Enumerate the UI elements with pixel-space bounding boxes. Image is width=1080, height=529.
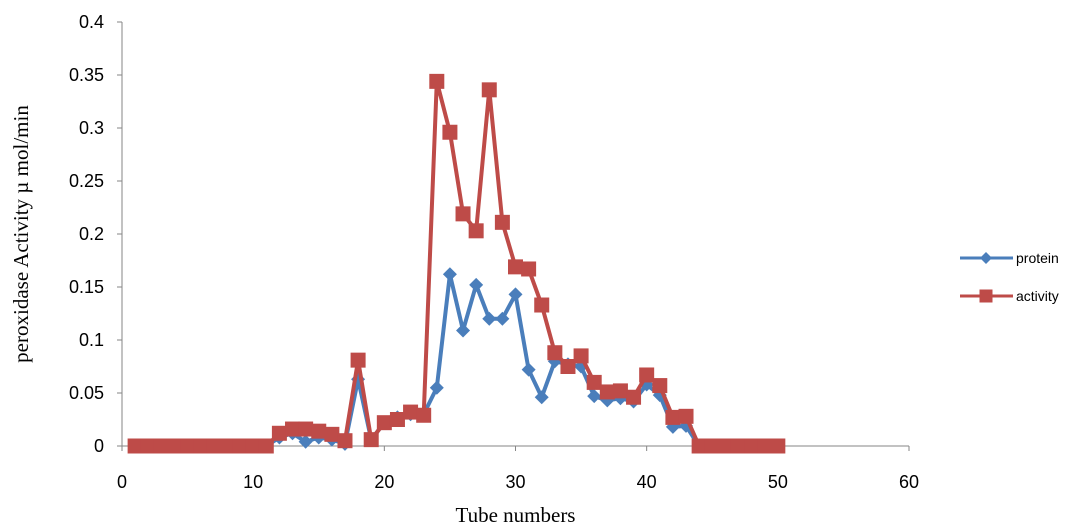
legend-marker-activity (979, 289, 993, 303)
activity-point (665, 409, 681, 425)
activity-point (599, 384, 615, 400)
protein-point (456, 323, 471, 338)
activity-point (324, 426, 340, 442)
activity-point (573, 348, 589, 364)
x-tick-label: 10 (243, 472, 263, 492)
activity-point (508, 259, 523, 275)
activity-point (271, 425, 287, 441)
y-tick-label: 0.2 (79, 224, 104, 244)
activity-point (481, 82, 497, 98)
protein-point (469, 277, 484, 292)
activity-point (363, 432, 379, 448)
activity-point (389, 412, 405, 427)
activity-point (153, 438, 169, 454)
activity-point (258, 438, 274, 454)
protein-point (508, 287, 523, 302)
protein-series (128, 267, 785, 453)
y-axis-ticks: 0 0.05 0.1 0.15 0.2 0.25 0.3 0.35 0.4 (69, 12, 122, 456)
protein-point (495, 311, 510, 326)
activity-point (337, 433, 353, 449)
activity-point (455, 206, 471, 222)
activity-point (639, 367, 655, 383)
y-tick-label: 0.05 (69, 383, 104, 403)
activity-point (494, 214, 510, 230)
activity-point (219, 438, 235, 454)
activity-point (652, 378, 668, 394)
protein-point (521, 362, 536, 377)
activity-point (127, 438, 143, 454)
activity-point (704, 438, 720, 454)
activity-point (730, 438, 746, 454)
x-tick-label: 60 (899, 472, 919, 492)
activity-point (285, 421, 301, 437)
y-tick-label: 0.15 (69, 277, 104, 297)
protein-point (482, 311, 497, 326)
activity-point (586, 374, 602, 390)
x-axis-title: Tube numbers (456, 503, 576, 527)
legend-marker-protein (980, 252, 992, 264)
legend-label-activity: activity (1016, 288, 1059, 304)
activity-point (626, 389, 642, 405)
activity-point (757, 438, 773, 454)
activity-point (678, 408, 694, 424)
legend-label-protein: protein (1016, 250, 1059, 266)
protein-point (298, 434, 313, 449)
activity-point (416, 407, 432, 423)
y-tick-label: 0 (94, 436, 104, 456)
activity-point (560, 359, 576, 374)
activity-point (140, 438, 156, 454)
x-tick-label: 30 (505, 472, 525, 492)
activity-point (166, 438, 182, 454)
activity-point (744, 438, 760, 454)
activity-point (717, 438, 733, 454)
activity-point (376, 415, 392, 431)
activity-point (534, 297, 550, 313)
y-tick-label: 0.35 (69, 65, 104, 85)
y-axis-title: peroxidase Activity µ mol/min (9, 105, 33, 363)
x-tick-label: 0 (117, 472, 127, 492)
activity-point (232, 438, 248, 454)
activity-point (298, 421, 314, 437)
series-layer (127, 73, 786, 454)
activity-point (403, 404, 419, 420)
protein-point (442, 267, 457, 282)
activity-point (547, 345, 563, 361)
activity-point (442, 124, 458, 140)
activity-point (770, 438, 786, 454)
protein-point (587, 389, 602, 404)
x-tick-label: 20 (374, 472, 394, 492)
activity-point (245, 438, 261, 454)
activity-point (468, 223, 484, 239)
y-tick-label: 0.25 (69, 171, 104, 191)
activity-point (311, 423, 327, 439)
activity-point (180, 438, 196, 454)
protein-point (534, 390, 549, 405)
activity-point (429, 73, 445, 89)
legend-item-activity: activity (960, 288, 1059, 304)
y-tick-label: 0.1 (79, 330, 104, 350)
legend: protein activity (960, 250, 1059, 304)
x-tick-label: 40 (637, 472, 657, 492)
y-tick-label: 0.4 (79, 12, 104, 32)
y-tick-label: 0.3 (79, 118, 104, 138)
activity-point (521, 261, 537, 277)
activity-series (127, 73, 786, 454)
activity-point (193, 438, 209, 454)
protein-point (429, 380, 444, 395)
activity-point (206, 438, 222, 454)
activity-point (691, 438, 707, 454)
x-tick-label: 50 (768, 472, 788, 492)
activity-point (612, 383, 628, 399)
x-axis-ticks: 0 10 20 30 40 50 60 (117, 446, 919, 492)
activity-point (350, 352, 366, 368)
legend-item-protein: protein (960, 250, 1059, 266)
